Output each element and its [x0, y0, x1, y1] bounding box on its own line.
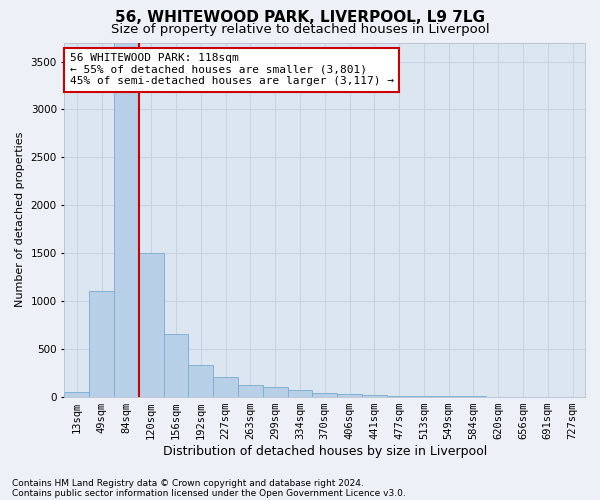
Text: Size of property relative to detached houses in Liverpool: Size of property relative to detached ho… — [110, 22, 490, 36]
Bar — [362, 395, 386, 396]
Y-axis label: Number of detached properties: Number of detached properties — [15, 132, 25, 307]
Text: 56, WHITEWOOD PARK, LIVERPOOL, L9 7LG: 56, WHITEWOOD PARK, LIVERPOOL, L9 7LG — [115, 10, 485, 25]
Bar — [64, 392, 89, 396]
Bar — [114, 33, 139, 397]
Text: Contains public sector information licensed under the Open Government Licence v3: Contains public sector information licen… — [12, 488, 406, 498]
Bar — [89, 292, 114, 397]
Bar — [263, 387, 287, 396]
Bar — [337, 394, 362, 396]
Bar — [238, 385, 263, 396]
Bar — [164, 334, 188, 396]
Bar — [313, 393, 337, 396]
Text: 56 WHITEWOOD PARK: 118sqm
← 55% of detached houses are smaller (3,801)
45% of se: 56 WHITEWOOD PARK: 118sqm ← 55% of detac… — [70, 53, 394, 86]
Bar — [188, 365, 213, 396]
Text: Contains HM Land Registry data © Crown copyright and database right 2024.: Contains HM Land Registry data © Crown c… — [12, 478, 364, 488]
Bar — [287, 390, 313, 396]
Bar — [139, 253, 164, 396]
X-axis label: Distribution of detached houses by size in Liverpool: Distribution of detached houses by size … — [163, 444, 487, 458]
Bar — [213, 378, 238, 396]
